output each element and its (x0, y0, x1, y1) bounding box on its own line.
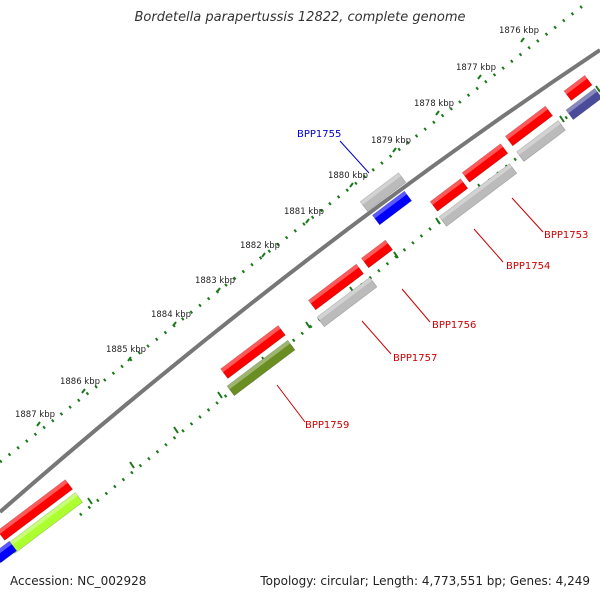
kbp-label: 1884 kbp (151, 310, 191, 320)
ruler-major-tick (127, 356, 132, 362)
kbp-label: 1876 kbp (499, 26, 539, 36)
ruler-major-tick (81, 388, 86, 394)
ruler-major-tick (129, 461, 135, 469)
gene-cds[interactable] (220, 325, 286, 379)
kbp-label: 1885 kbp (106, 345, 146, 355)
gene-cds[interactable] (226, 339, 296, 397)
gene-labels: BPP1755 BPP1753 BPP1754 BPP1756 BPP1757 BPP17… (297, 129, 588, 431)
ruler-major-tick (393, 251, 399, 259)
ruler-major-tick (435, 110, 440, 116)
genome-backbone (0, 48, 600, 514)
kbp-label: 1881 kbp (284, 207, 324, 217)
gene-cds[interactable] (438, 163, 518, 227)
ruler-major-tick (216, 287, 221, 293)
gene-cds[interactable] (308, 263, 364, 311)
ruler-major-tick (392, 147, 397, 153)
ruler-major-tick (349, 182, 354, 188)
label-leader-line (511, 197, 544, 233)
kbp-label: 1883 kbp (195, 276, 235, 286)
gene-cds[interactable] (359, 172, 407, 212)
gene-cds[interactable] (516, 120, 566, 162)
kbp-label: 1882 kbp (240, 241, 280, 251)
kbp-label: 1886 kbp (60, 377, 100, 387)
genome-summary-text: Topology: circular; Length: 4,773,551 bp… (260, 574, 590, 588)
label-leader-line (473, 228, 504, 263)
label-leader-line (361, 320, 392, 355)
gene-cds[interactable] (0, 540, 18, 564)
genome-title: Bordetella parapertussis 12822, complete… (134, 10, 466, 25)
gene-label[interactable]: BPP1753 (544, 230, 588, 241)
gene-label[interactable]: BPP1757 (393, 353, 437, 364)
gene-cds[interactable] (371, 190, 413, 226)
ruler-major-tick (87, 497, 93, 505)
outer-ruler (0, 2, 586, 464)
ruler-major-tick (305, 321, 311, 329)
gene-cds[interactable] (429, 178, 469, 212)
ruler-major-tick (559, 115, 565, 123)
ruler-major-tick (477, 74, 482, 80)
gene-cds[interactable] (461, 143, 509, 183)
gene-cds[interactable] (0, 479, 73, 541)
ruler-major-tick (217, 391, 223, 399)
gene-cds[interactable] (565, 87, 600, 121)
kbp-label: 1879 kbp (371, 136, 411, 146)
accession-text: Accession: NC_002928 (10, 574, 147, 588)
gene-cds[interactable] (360, 239, 394, 269)
ruler-major-tick (520, 37, 525, 43)
label-leader-line (401, 288, 431, 323)
gene-label[interactable]: BPP1754 (506, 261, 550, 272)
kbp-labels: 1876 kbp 1877 kbp 1878 kbp 1879 kbp 1880 kbp… (15, 26, 539, 420)
ruler-major-tick (595, 85, 600, 93)
gene-label[interactable]: BPP1756 (432, 320, 476, 331)
label-leader-line (276, 384, 306, 423)
ruler-major-tick (172, 321, 177, 327)
ruler-major-tick (36, 421, 41, 427)
inner-ruler (79, 88, 600, 517)
gene-track (0, 74, 600, 564)
gene-cds[interactable] (563, 74, 593, 102)
ruler-major-tick (173, 426, 179, 434)
ruler-major-tick (305, 218, 310, 224)
ruler-major-tick (261, 252, 266, 258)
ruler-major-tick (435, 217, 441, 225)
label-leader-line (339, 140, 370, 174)
kbp-label: 1877 kbp (456, 63, 496, 73)
kbp-label: 1878 kbp (414, 99, 454, 109)
kbp-label: 1887 kbp (15, 410, 55, 420)
gene-cds[interactable] (505, 105, 553, 147)
gene-label[interactable]: BPP1755 (297, 129, 341, 140)
label-leaders (276, 140, 544, 423)
kbp-label: 1880 kbp (328, 171, 368, 181)
gene-label[interactable]: BPP1759 (305, 420, 349, 431)
gene-cds[interactable] (316, 276, 378, 328)
